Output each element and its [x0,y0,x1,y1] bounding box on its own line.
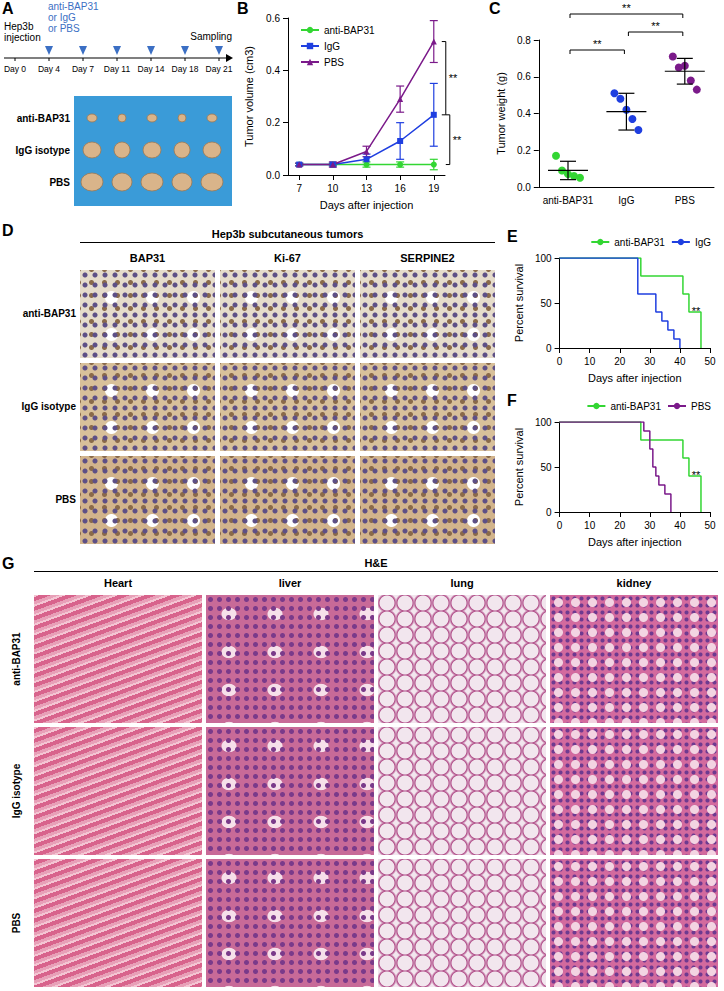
html-text:G: G [2,555,15,572]
svg-text:30: 30 [644,520,656,531]
svg-text:100: 100 [535,253,552,264]
svg-text:50: 50 [540,298,552,309]
html-text:Ki-67: Ki-67 [274,252,301,264]
svg-text:IgG isotype: IgG isotype [16,145,71,156]
svg-text:**: ** [692,469,701,481]
svg-text:40: 40 [674,520,686,531]
svg-text:10: 10 [584,356,596,367]
svg-text:Day 0: Day 0 [4,64,26,74]
svg-text:100: 100 [535,417,552,428]
svg-text:B: B [237,0,249,17]
svg-text:0.6: 0.6 [266,13,280,24]
svg-text:0.2: 0.2 [266,117,280,128]
svg-text:or IgG: or IgG [48,12,76,23]
svg-text:13: 13 [361,183,373,194]
svg-text:0.4: 0.4 [517,108,531,119]
svg-text:0.0: 0.0 [266,170,280,181]
html-text:Hep3b subcutaneous tumors: Hep3b subcutaneous tumors [211,228,364,240]
svg-text:**: ** [449,72,458,84]
svg-text:0: 0 [546,343,552,354]
html-text:D: D [2,222,14,239]
html-text:Heart: Heart [103,577,133,589]
svg-text:7: 7 [296,183,302,194]
html-text:anti-BAP31: anti-BAP31 [22,308,76,319]
html-text:IgG isotype: IgG isotype [10,763,22,819]
svg-text:Day 18: Day 18 [172,64,199,74]
svg-text:0.4: 0.4 [266,65,280,76]
svg-text:E: E [507,228,518,245]
svg-text:30: 30 [644,356,656,367]
html-text:IgG isotype: IgG isotype [21,401,76,412]
svg-text:IgG: IgG [324,41,340,52]
svg-text:**: ** [622,2,631,14]
svg-text:Percent survival: Percent survival [513,264,525,342]
svg-text:0.2: 0.2 [517,145,531,156]
svg-text:20: 20 [614,356,626,367]
html-text:anti-BAP31: anti-BAP31 [10,632,22,686]
svg-text:50: 50 [540,462,552,473]
svg-text:**: ** [651,20,660,32]
svg-text:**: ** [453,134,462,146]
svg-text:16: 16 [395,183,407,194]
svg-text:50: 50 [704,356,716,367]
html-text:BAP31: BAP31 [129,252,166,264]
svg-text:PBS: PBS [49,177,70,188]
svg-text:Day 4: Day 4 [38,64,60,74]
svg-text:0: 0 [546,507,552,518]
svg-text:anti-BAP31: anti-BAP31 [543,195,594,206]
html-text:H&E: H&E [364,557,388,569]
svg-text:Day 14: Day 14 [138,64,165,74]
svg-text:Tumor weight (g): Tumor weight (g) [495,72,507,155]
svg-text:injection: injection [4,32,41,43]
svg-text:0: 0 [557,520,563,531]
svg-text:10: 10 [327,183,339,194]
svg-text:20: 20 [614,520,626,531]
svg-text:10: 10 [584,520,596,531]
svg-text:F: F [507,392,517,409]
svg-text:0.0: 0.0 [517,182,531,193]
svg-text:PBS: PBS [324,57,344,68]
svg-text:C: C [489,0,501,17]
svg-text:anti-BAP31: anti-BAP31 [17,113,71,124]
svg-text:Day 7: Day 7 [72,64,94,74]
svg-text:or PBS: or PBS [48,23,80,34]
svg-text:**: ** [692,305,701,317]
html-text:PBS: PBS [10,912,22,934]
svg-text:anti-BAP31: anti-BAP31 [614,237,665,248]
svg-text:anti-BAP31: anti-BAP31 [610,401,661,412]
svg-text:40: 40 [674,356,686,367]
html-text:lung: lung [450,577,474,589]
svg-text:Days after injection: Days after injection [588,536,682,548]
svg-text:IgG: IgG [695,237,711,248]
svg-text:Sampling: Sampling [190,31,232,42]
svg-text:Hep3b: Hep3b [4,21,34,32]
svg-text:0.8: 0.8 [517,35,531,46]
svg-text:Day 21: Day 21 [206,64,233,74]
svg-text:19: 19 [428,183,440,194]
svg-text:anti-BAP31: anti-BAP31 [48,1,99,12]
svg-text:Days after injection: Days after injection [320,199,414,211]
svg-text:50: 50 [704,520,716,531]
html-text:liver: liver [278,577,302,589]
svg-text:IgG: IgG [618,195,634,206]
svg-text:anti-BAP31: anti-BAP31 [324,25,375,36]
html-text:kidney: kidney [616,577,652,589]
svg-text:Percent survival: Percent survival [513,428,525,506]
svg-text:Days after injection: Days after injection [588,372,682,384]
svg-text:A: A [2,0,14,17]
svg-text:Day 11: Day 11 [104,64,131,74]
svg-text:Tumor volume (cm3): Tumor volume (cm3) [243,46,255,147]
svg-text:0.6: 0.6 [517,71,531,82]
svg-text:**: ** [593,38,602,50]
svg-text:PBS: PBS [691,401,711,412]
svg-text:0: 0 [557,356,563,367]
svg-text:PBS: PBS [675,195,695,206]
html-text:SERPINE2: SERPINE2 [400,252,455,264]
html-text:PBS: PBS [55,494,76,505]
